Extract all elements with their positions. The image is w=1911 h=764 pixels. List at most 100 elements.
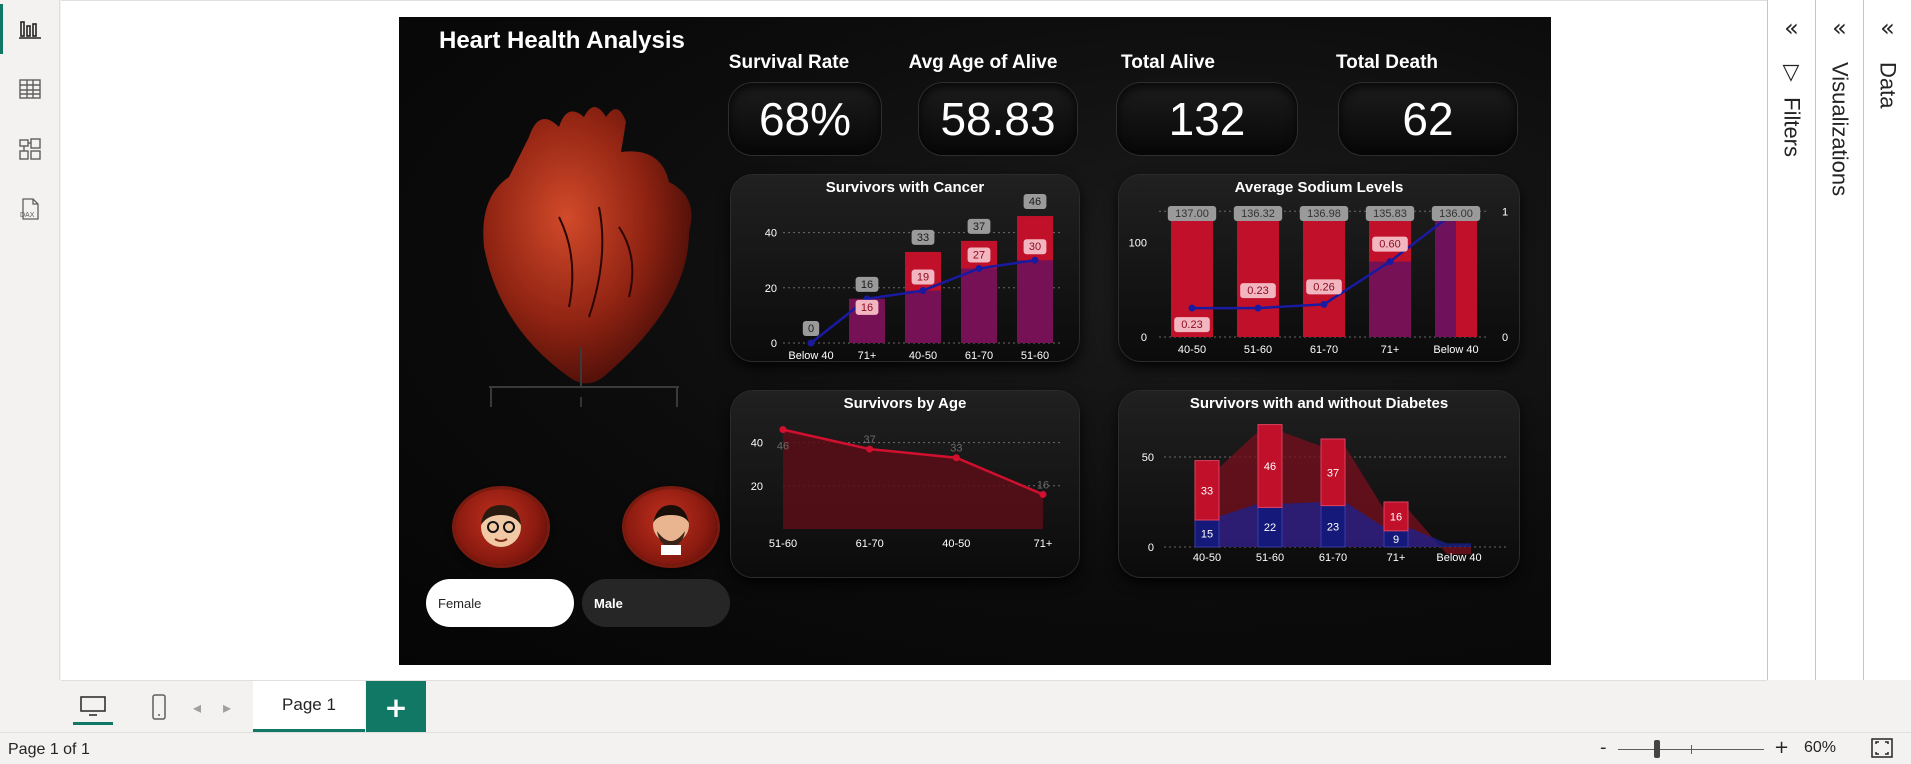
bar	[905, 251, 941, 343]
chart-average-sodium-levels[interactable]: Average Sodium Levels 0 100 0 1 40-50 51-60 61…	[1119, 175, 1519, 361]
bar-overlay	[1017, 260, 1053, 343]
line-point	[952, 454, 960, 462]
data-label: 37	[973, 221, 985, 233]
x-tick-label: 40-50	[942, 538, 970, 550]
bar	[1194, 460, 1220, 521]
filters-pane[interactable]: « ▽ Filters	[1767, 0, 1815, 680]
data-pane[interactable]: « Data	[1863, 0, 1911, 680]
x-tick-label: 71+	[1387, 552, 1406, 564]
chart-title: Survivors with and without Diabetes	[1189, 395, 1449, 412]
data-label: 37	[864, 434, 876, 446]
female-avatar	[455, 489, 547, 565]
kpi-total-alive-card[interactable]: 132	[1117, 83, 1297, 155]
y-tick-label: 0	[1148, 542, 1154, 554]
add-page-button[interactable]: +	[366, 681, 426, 733]
report-title: Heart Health Analysis	[439, 27, 685, 54]
data-label-bg	[802, 321, 820, 336]
page-tabs-bar: ◂ ▸ Page 1 +	[61, 680, 1767, 733]
y-tick-label: 100	[1129, 238, 1147, 250]
mobile-layout-button[interactable]	[139, 689, 179, 725]
male-avatar	[625, 489, 717, 565]
next-page-icon[interactable]: ▸	[222, 697, 232, 717]
x-tick-label: 61-70	[1319, 552, 1347, 564]
data-label-bg	[1365, 206, 1415, 221]
y-tick-label: 40	[765, 228, 777, 240]
chart-title: Survivors by Age	[843, 395, 967, 412]
zoom-slider-thumb[interactable]	[1654, 740, 1660, 758]
bar-overlay	[905, 290, 941, 343]
series-line	[782, 428, 1044, 496]
visualizations-pane[interactable]: « Visualizations	[1815, 0, 1863, 680]
chart-title: Average Sodium Levels	[1234, 179, 1404, 196]
chart-title: Survivors with Cancer	[825, 179, 985, 196]
y-tick-label: 40	[751, 438, 763, 450]
line-point	[919, 287, 927, 295]
y-tick-label: 0	[771, 338, 777, 350]
data-label-bg	[855, 299, 879, 315]
line-point	[866, 445, 874, 453]
data-label: 0	[808, 323, 814, 335]
model-view-button[interactable]	[0, 120, 60, 178]
kpi-survival-rate-card[interactable]: 68%	[729, 83, 881, 155]
bar	[1194, 519, 1220, 548]
dax-query-icon: DAX	[20, 198, 39, 220]
report-canvas: Heart Health Analysis Female Male	[61, 0, 1767, 680]
kpi-total-death-value: 62	[1402, 93, 1454, 145]
kpi-survival-rate-label: Survival Rate	[728, 52, 850, 73]
tab-page-1[interactable]: Page 1	[253, 681, 365, 733]
data-label: 33	[917, 232, 929, 244]
zoom-out-button[interactable]: -	[1600, 737, 1607, 758]
data-label-bg	[1023, 194, 1047, 210]
y2-tick-label: 0	[1502, 332, 1508, 344]
mobile-icon	[152, 694, 166, 720]
filter-icon: ▽	[1779, 60, 1805, 85]
data-label: 15	[1201, 529, 1213, 541]
bar	[1017, 216, 1053, 343]
chart-survivors-with-cancer[interactable]: Survivors with Cancer 0 20 40 Below 40 71+ 40…	[731, 175, 1079, 361]
view-switcher-rail: DAX	[0, 0, 60, 680]
x-tick-label: 51-60	[769, 538, 797, 550]
line-point	[975, 264, 983, 272]
x-tick-label: 51-60	[1244, 344, 1272, 356]
table-view-icon	[19, 79, 41, 99]
chart-survivors-diabetes[interactable]: Survivors with and without Diabetes 0 50 1…	[1119, 391, 1519, 577]
chart-survivors-by-age[interactable]: Survivors by Age 20 40 46 51-60 37 61-70 33 40-…	[731, 391, 1079, 577]
bar-overlay	[1435, 211, 1456, 337]
bar	[1383, 501, 1409, 532]
svg-text:DAX: DAX	[20, 212, 35, 219]
y-tick-label: 0	[1141, 332, 1147, 344]
kpi-total-alive-value: 132	[1168, 93, 1246, 145]
bar	[1257, 424, 1283, 508]
report-view-button[interactable]	[0, 0, 60, 58]
table-view-button[interactable]	[0, 60, 60, 118]
dax-query-button[interactable]: DAX	[0, 180, 60, 238]
data-label-bg	[1306, 279, 1342, 295]
chart-plot: 0 20 40 Below 40 71+ 40-50 61-70 51-60 0 16 16 33 19…	[765, 194, 1063, 361]
filters-collapse-icon[interactable]: «	[1784, 14, 1799, 42]
slicer-male-button[interactable]: Male	[582, 579, 730, 627]
data-label-bg	[911, 229, 935, 245]
line-point	[1320, 300, 1328, 308]
data-label: 16	[861, 302, 873, 314]
x-tick-label: 71+	[1034, 538, 1053, 550]
desktop-icon	[80, 695, 106, 716]
kpi-avg-age-card[interactable]: 58.83	[919, 83, 1077, 155]
desktop-layout-button[interactable]	[73, 689, 113, 725]
visualizations-collapse-icon[interactable]: «	[1832, 14, 1847, 42]
kpi-total-death-card[interactable]: 62	[1339, 83, 1517, 155]
bar	[1303, 207, 1345, 337]
zoom-in-button[interactable]: +	[1774, 737, 1790, 758]
data-collapse-icon[interactable]: «	[1880, 14, 1895, 42]
data-label-bg	[967, 247, 991, 263]
data-label-bg	[911, 269, 935, 285]
data-label-bg	[1240, 283, 1276, 299]
line-point	[1254, 304, 1262, 312]
data-label: 137.00	[1175, 208, 1209, 220]
data-label-bg	[967, 218, 991, 234]
slicer-female-button[interactable]: Female	[426, 579, 574, 627]
fit-to-page-icon[interactable]	[1870, 737, 1894, 759]
data-label: 16	[1037, 479, 1049, 491]
data-label: 22	[1264, 522, 1276, 534]
data-label: 16	[1390, 511, 1402, 523]
prev-page-icon[interactable]: ◂	[192, 697, 202, 717]
